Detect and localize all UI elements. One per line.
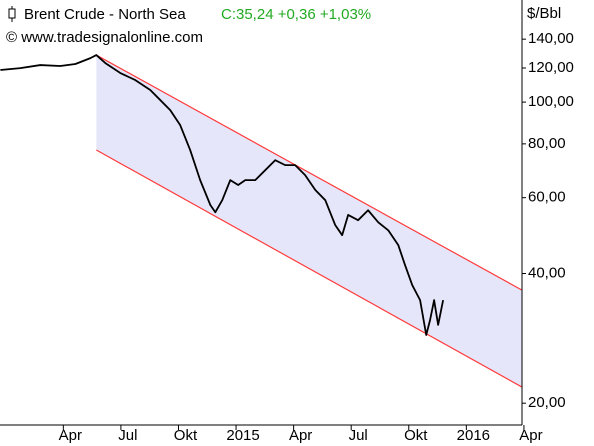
y-tick-label: 60,00	[528, 189, 566, 206]
subtitle: © www.tradesignalonline.com	[6, 29, 203, 46]
price-line	[0, 54, 445, 336]
channel-line	[96, 54, 523, 291]
x-tick-label: Apr	[289, 427, 312, 444]
plot-area	[0, 54, 523, 388]
y-axis-label: $/Bbl	[527, 5, 561, 22]
x-tick-label: 2015	[226, 427, 259, 444]
y-tick-label: 140,00	[528, 30, 574, 47]
candle-icon	[8, 6, 16, 22]
x-tick-label: Apr	[519, 427, 542, 444]
y-tick-label: 120,00	[528, 59, 574, 76]
quote: C:35,24 +0,36 +1,03%	[221, 6, 371, 23]
x-tick-label: Okt	[404, 427, 428, 444]
x-tick-label: 2016	[457, 427, 490, 444]
y-tick-label: 20,00	[528, 394, 566, 411]
x-tick-label: Jul	[118, 427, 137, 444]
y-tick-label: 100,00	[528, 93, 574, 110]
x-tick-label: Jul	[349, 427, 368, 444]
y-tick-label: 40,00	[528, 264, 566, 281]
chart-title: Brent Crude - North Sea	[24, 6, 186, 23]
x-tick-label: Apr	[59, 427, 82, 444]
channel-line	[96, 149, 523, 388]
channel-fill	[96, 55, 522, 388]
x-tick-label: Okt	[174, 427, 198, 444]
y-tick-label: 80,00	[528, 135, 566, 152]
